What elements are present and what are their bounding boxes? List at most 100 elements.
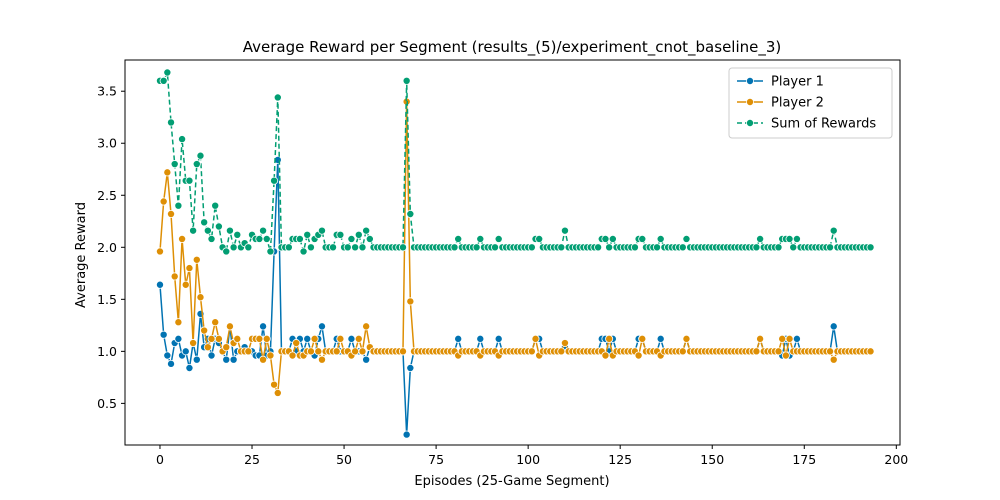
data-point [207, 234, 216, 243]
data-point [306, 243, 315, 252]
data-point [756, 234, 765, 243]
data-point [398, 347, 407, 356]
data-point [454, 234, 463, 243]
data-point [233, 230, 242, 239]
data-point [329, 243, 338, 252]
data-point [259, 322, 268, 331]
legend-marker [746, 98, 755, 107]
data-point [255, 234, 264, 243]
data-point [601, 234, 610, 243]
data-point [266, 351, 275, 360]
data-point [244, 243, 253, 252]
data-point [332, 347, 341, 356]
series-1 [155, 97, 875, 397]
y-tick-label: 3.5 [97, 84, 117, 99]
data-point [178, 234, 187, 243]
data-point [362, 322, 371, 331]
data-point [185, 264, 194, 273]
data-point [774, 243, 783, 252]
data-point [203, 343, 212, 352]
data-point [347, 334, 356, 343]
data-point [163, 168, 172, 177]
data-point [222, 247, 231, 256]
data-point [778, 334, 787, 343]
data-point [189, 226, 198, 235]
legend-label: Player 1 [771, 75, 824, 90]
data-point [192, 160, 201, 169]
data-point [450, 243, 459, 252]
legend-label: Player 2 [771, 96, 824, 111]
data-point [214, 222, 223, 231]
series-0 [155, 155, 875, 439]
data-point [259, 226, 268, 235]
x-tick-label: 25 [244, 452, 260, 467]
data-point [270, 176, 279, 185]
data-point [682, 234, 691, 243]
data-point [189, 339, 198, 348]
data-point [752, 243, 761, 252]
data-point [362, 355, 371, 364]
data-point [270, 380, 279, 389]
data-point [317, 355, 326, 364]
data-point [167, 359, 176, 368]
legend-marker [746, 119, 755, 128]
x-tick-label: 150 [700, 452, 724, 467]
data-point [560, 339, 569, 348]
data-point [170, 160, 179, 169]
data-point [781, 351, 790, 360]
y-tick-label: 3.0 [97, 136, 117, 151]
data-point [557, 347, 566, 356]
data-point [608, 234, 617, 243]
legend-box [728, 67, 893, 139]
data-point [159, 330, 168, 339]
data-point [785, 334, 794, 343]
data-point [292, 339, 301, 348]
series-line-0 [159, 159, 871, 435]
data-point [262, 234, 271, 243]
data-point [167, 118, 176, 127]
data-point [273, 388, 282, 397]
y-tick-label: 1.0 [97, 344, 117, 359]
data-point [317, 322, 326, 331]
data-point [601, 351, 610, 360]
data-point [785, 234, 794, 243]
y-axis-label: Average Reward [74, 202, 89, 308]
data-point [527, 243, 536, 252]
data-point [829, 355, 838, 364]
data-point [336, 334, 345, 343]
data-point [406, 297, 415, 306]
data-point [398, 243, 407, 252]
data-point [527, 347, 536, 356]
data-point [365, 234, 374, 243]
data-point [560, 226, 569, 235]
data-point [303, 334, 312, 343]
data-point [317, 226, 326, 235]
data-point [167, 209, 176, 218]
x-tick-label: 175 [792, 452, 816, 467]
plot-area [155, 68, 875, 439]
data-point [222, 355, 231, 364]
data-point [299, 247, 308, 256]
data-point [174, 201, 183, 210]
data-point [244, 347, 253, 356]
data-point [211, 201, 220, 210]
data-point [638, 334, 647, 343]
data-point [774, 347, 783, 356]
data-point [402, 430, 411, 439]
data-point [476, 234, 485, 243]
legend: Player 1 Player 2 Sum of Rewards [728, 67, 893, 139]
data-point [605, 243, 614, 252]
y-tick-label: 1.5 [97, 292, 117, 307]
data-point [454, 334, 463, 343]
data-point [476, 334, 485, 343]
data-point [306, 347, 315, 356]
data-point [174, 318, 183, 327]
data-point [638, 234, 647, 243]
data-point [259, 355, 268, 364]
data-point [826, 243, 835, 252]
data-point [310, 334, 319, 343]
data-point [351, 243, 360, 252]
data-point [200, 218, 209, 227]
data-point [207, 351, 216, 360]
